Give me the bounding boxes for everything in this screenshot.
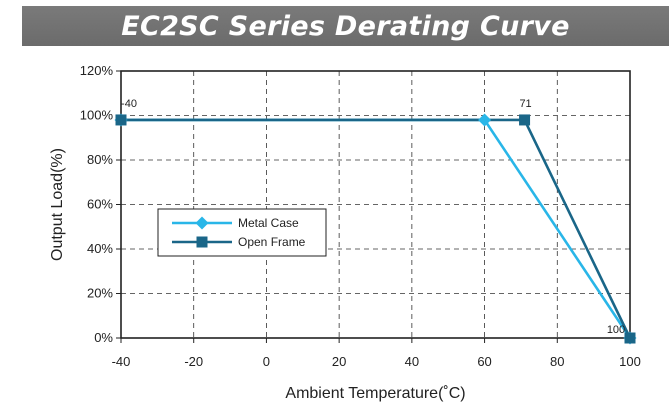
x-tick-label: -40 [112,354,131,369]
x-tick-label: 100 [619,354,641,369]
y-tick-label: 80% [87,152,113,167]
point-annotation: 100 [607,324,625,336]
y-tick-label: 100% [80,108,114,123]
data-point-open-frame [624,332,636,344]
point-annotation: 71 [519,98,531,110]
legend-swatch-marker [195,216,209,230]
x-tick-label: 60 [477,354,491,369]
chart-title: EC2SC Series Derating Curve [121,10,570,42]
annotations: -40 71 100 [121,98,625,336]
x-tick-label: -20 [184,354,203,369]
legend-label: Open Frame [238,235,306,249]
data-point-open-frame [115,114,127,126]
y-axis-title: Output Load(%) [49,148,66,261]
point-annotation: -40 [121,98,137,110]
x-axis-title: Ambient Temperature(˚C) [285,385,465,402]
y-tick-label: 40% [87,241,113,256]
legend-swatch-marker [196,236,208,248]
legend-label: Metal Case [238,216,299,230]
grid [121,71,630,338]
x-tick-label: 20 [332,354,346,369]
x-tick-label: 40 [405,354,419,369]
legend-box [157,208,327,257]
y-tick-label: 0% [94,330,113,345]
y-tick-label: 60% [87,197,113,212]
y-tick-label: 120% [80,63,114,78]
tick-labels: 0% 20% 40% 60% 80% 100% 120% -40 -20 0 20 40 60 80 100 [80,63,641,369]
y-tick-label: 20% [87,286,113,301]
series-markers [114,113,637,345]
legend: Metal Case Open Frame [157,208,327,257]
x-tick-label: 80 [550,354,564,369]
title-banner: EC2SC Series Derating Curve [22,6,669,46]
data-point-open-frame [519,114,531,126]
data-point-metal-case [478,113,492,127]
x-tick-label: 0 [263,354,270,369]
